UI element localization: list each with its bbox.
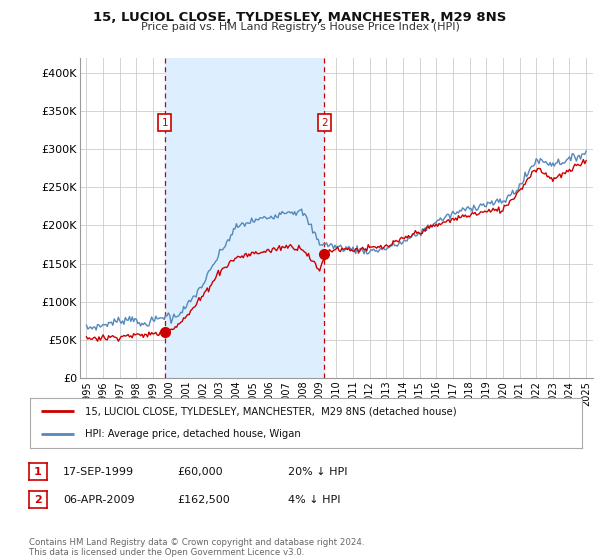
Text: Price paid vs. HM Land Registry's House Price Index (HPI): Price paid vs. HM Land Registry's House … xyxy=(140,22,460,32)
Text: 15, LUCIOL CLOSE, TYLDESLEY, MANCHESTER,  M29 8NS (detached house): 15, LUCIOL CLOSE, TYLDESLEY, MANCHESTER,… xyxy=(85,406,457,416)
Text: HPI: Average price, detached house, Wigan: HPI: Average price, detached house, Wiga… xyxy=(85,430,301,440)
Text: 1: 1 xyxy=(34,466,41,477)
Text: £60,000: £60,000 xyxy=(177,466,223,477)
Text: Contains HM Land Registry data © Crown copyright and database right 2024.
This d: Contains HM Land Registry data © Crown c… xyxy=(29,538,364,557)
Text: 06-APR-2009: 06-APR-2009 xyxy=(63,494,134,505)
Text: 2: 2 xyxy=(321,118,328,128)
Text: £162,500: £162,500 xyxy=(177,494,230,505)
Text: 17-SEP-1999: 17-SEP-1999 xyxy=(63,466,134,477)
Text: 15, LUCIOL CLOSE, TYLDESLEY, MANCHESTER, M29 8NS: 15, LUCIOL CLOSE, TYLDESLEY, MANCHESTER,… xyxy=(94,11,506,24)
Text: 2: 2 xyxy=(34,494,41,505)
Text: 20% ↓ HPI: 20% ↓ HPI xyxy=(288,466,347,477)
Text: 4% ↓ HPI: 4% ↓ HPI xyxy=(288,494,341,505)
Text: 1: 1 xyxy=(161,118,168,128)
Bar xyxy=(165,58,324,378)
